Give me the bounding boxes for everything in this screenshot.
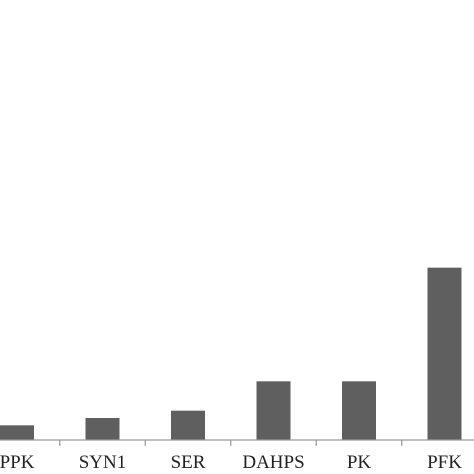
bar-ser xyxy=(171,410,205,440)
x-tick-label-pfk: PFK xyxy=(427,452,462,473)
bars-group xyxy=(0,267,462,440)
x-tick-label-dahps: DAHPS xyxy=(242,452,304,473)
x-tick-label-pk: PK xyxy=(347,452,372,473)
x-tick-label-ser: SER xyxy=(171,452,206,473)
x-tick-label-syn1: SYN1 xyxy=(79,452,127,473)
x-tick-label-ppk: PPK xyxy=(0,452,35,473)
bar-dahps xyxy=(256,381,291,440)
bar-pfk xyxy=(427,267,462,440)
x-tick-labels: PPK SYN1 SER DAHPS PK PFK xyxy=(0,452,462,473)
x-tick-marks xyxy=(59,440,403,446)
bar-syn1 xyxy=(85,418,120,440)
bar-ppk xyxy=(0,425,34,440)
bar-pk xyxy=(342,381,376,440)
